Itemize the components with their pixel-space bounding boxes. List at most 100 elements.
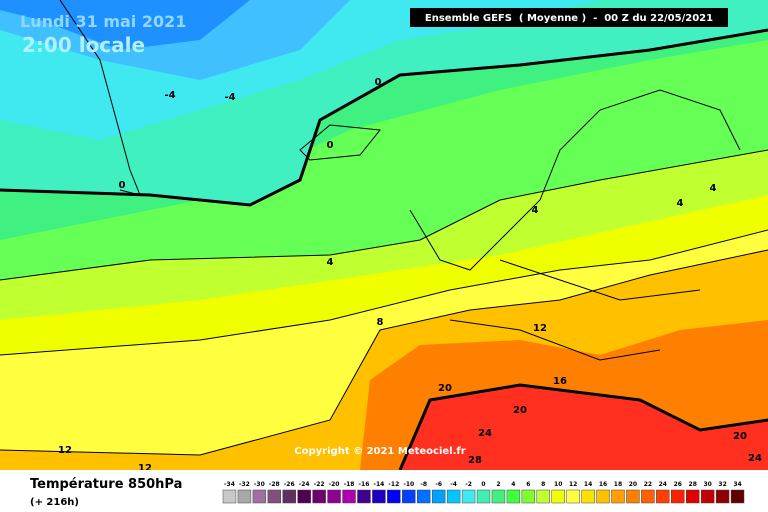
colorbar-tick-label: -4 xyxy=(450,481,457,488)
colorbar-tick-label: 30 xyxy=(703,481,711,488)
colorbar-tick-label: -10 xyxy=(403,481,414,488)
contour-label: 4 xyxy=(677,198,684,209)
colorbar-tick-label: 32 xyxy=(718,481,726,488)
colorbar-swatch xyxy=(461,489,476,504)
colorbar-swatch xyxy=(551,489,565,504)
colorbar-swatch xyxy=(282,489,296,504)
colorbar-swatch xyxy=(252,489,267,504)
colorbar-tick-label: -18 xyxy=(344,481,355,488)
contours xyxy=(0,0,768,471)
colorbar-tick-label: 2 xyxy=(496,481,500,488)
colorbar-swatch xyxy=(297,489,311,504)
contour-label: -4 xyxy=(164,90,175,101)
colorbar: -34 -32 -30 -28 -26 -24 -22 -20 -18 -16 -14 -12 -10-… xyxy=(222,481,745,504)
colorbar-swatch xyxy=(446,489,461,504)
local-time: 2:00 locale xyxy=(22,33,145,57)
colorbar-tick-label: 20 xyxy=(629,481,637,488)
colorbar-tick-label: 4 xyxy=(511,481,515,488)
contour-label: 0 xyxy=(327,140,334,151)
colorbar-swatch xyxy=(626,489,640,504)
colorbar-swatch xyxy=(685,489,700,504)
colorbar-tick-label: 34 xyxy=(733,481,741,488)
colorbar-swatch xyxy=(267,489,282,504)
temperature-field xyxy=(0,0,768,470)
copyright: Copyright © 2021 Meteociel.fr xyxy=(294,446,465,457)
colorbar-swatch xyxy=(402,489,416,504)
colorbar-tick-label: 10 xyxy=(554,481,562,488)
colorbar-tick-label: -30 xyxy=(254,481,265,488)
footer-subtitle: (+ 216h) xyxy=(30,497,79,508)
colorbar-swatch xyxy=(641,489,655,504)
colorbar-swatch xyxy=(700,489,715,504)
colorbar-tick-label: -14 xyxy=(373,481,384,488)
date: Lundi 31 mai 2021 xyxy=(20,12,186,31)
contour-label: 4 xyxy=(532,205,539,216)
colorbar-swatch xyxy=(521,489,536,504)
colorbar-swatch xyxy=(342,489,356,504)
colorbar-swatch xyxy=(357,489,371,504)
colorbar-tick-label: -2 xyxy=(465,481,472,488)
model-info: Ensemble GEFS ( Moyenne ) - 00 Z du 22/0… xyxy=(425,13,713,24)
colorbar-tick-label: -26 xyxy=(284,481,295,488)
colorbar-swatch xyxy=(431,489,446,504)
colorbar-swatch xyxy=(222,489,237,504)
colorbar-tick-label: 26 xyxy=(674,481,682,488)
colorbar-swatch xyxy=(715,489,730,504)
contour-label: 20 xyxy=(513,405,527,416)
colorbar-swatch xyxy=(491,489,506,504)
colorbar-swatch xyxy=(671,489,685,504)
colorbar-tick-label: -12 xyxy=(388,481,399,488)
contour-label: 0 xyxy=(119,180,126,191)
colorbar-swatch xyxy=(730,489,745,504)
colorbar-tick-label: 6 xyxy=(526,481,530,488)
model-box xyxy=(410,8,728,27)
colorbar-tick-label: -6 xyxy=(435,481,442,488)
contour-label: 20 xyxy=(438,383,452,394)
colorbar-swatch xyxy=(506,489,521,504)
colorbar-swatch xyxy=(611,489,625,504)
contour-label: 24 xyxy=(478,428,492,439)
contour-label: 4 xyxy=(327,257,334,268)
footer-title: Température 850hPa xyxy=(30,477,182,492)
colorbar-tick-label: -22 xyxy=(314,481,325,488)
colorbar-swatch xyxy=(312,489,326,504)
contour-label: 16 xyxy=(553,376,567,387)
colorbar-swatch xyxy=(656,489,670,504)
colorbar-swatch xyxy=(596,489,610,504)
colorbar-swatch xyxy=(536,489,550,504)
contour-label: 4 xyxy=(710,183,717,194)
colorbar-tick-label: -28 xyxy=(269,481,280,488)
colorbar-tick-label: 14 xyxy=(584,481,592,488)
colorbar-swatch xyxy=(387,489,401,504)
colorbar-tick-label: 18 xyxy=(614,481,622,488)
contour-label: 8 xyxy=(377,317,384,328)
colorbar-swatch xyxy=(476,489,491,504)
contour-label: 0 xyxy=(375,77,382,88)
colorbar-swatch xyxy=(327,489,341,504)
colorbar-swatch xyxy=(372,489,386,504)
colorbar-swatch xyxy=(417,489,431,504)
contour-label: 28 xyxy=(468,455,482,466)
contour-label: 24 xyxy=(748,453,762,464)
contour-label: 20 xyxy=(733,431,747,442)
colorbar-tick-label: -24 xyxy=(299,481,310,488)
colorbar-tick-label: -8 xyxy=(420,481,427,488)
colorbar-tick-label: 8 xyxy=(541,481,545,488)
colorbar-tick-label: 0 xyxy=(481,481,485,488)
colorbar-tick-label: -20 xyxy=(329,481,340,488)
contour-label: -4 xyxy=(224,92,235,103)
contour-label: 12 xyxy=(138,463,152,474)
colorbar-tick-label: -32 xyxy=(239,481,250,488)
contour-label: 12 xyxy=(533,323,547,334)
colorbar-tick-label: 24 xyxy=(659,481,667,488)
colorbar-tick-label: -34 xyxy=(224,481,235,488)
colorbar-tick-label: 12 xyxy=(569,481,577,488)
colorbar-tick-label: -16 xyxy=(359,481,370,488)
colorbar-swatch xyxy=(237,489,252,504)
colorbar-tick-label: 22 xyxy=(644,481,652,488)
colorbar-tick-label: 28 xyxy=(689,481,697,488)
contour-label: 12 xyxy=(58,445,72,456)
colorbar-swatch xyxy=(581,489,595,504)
